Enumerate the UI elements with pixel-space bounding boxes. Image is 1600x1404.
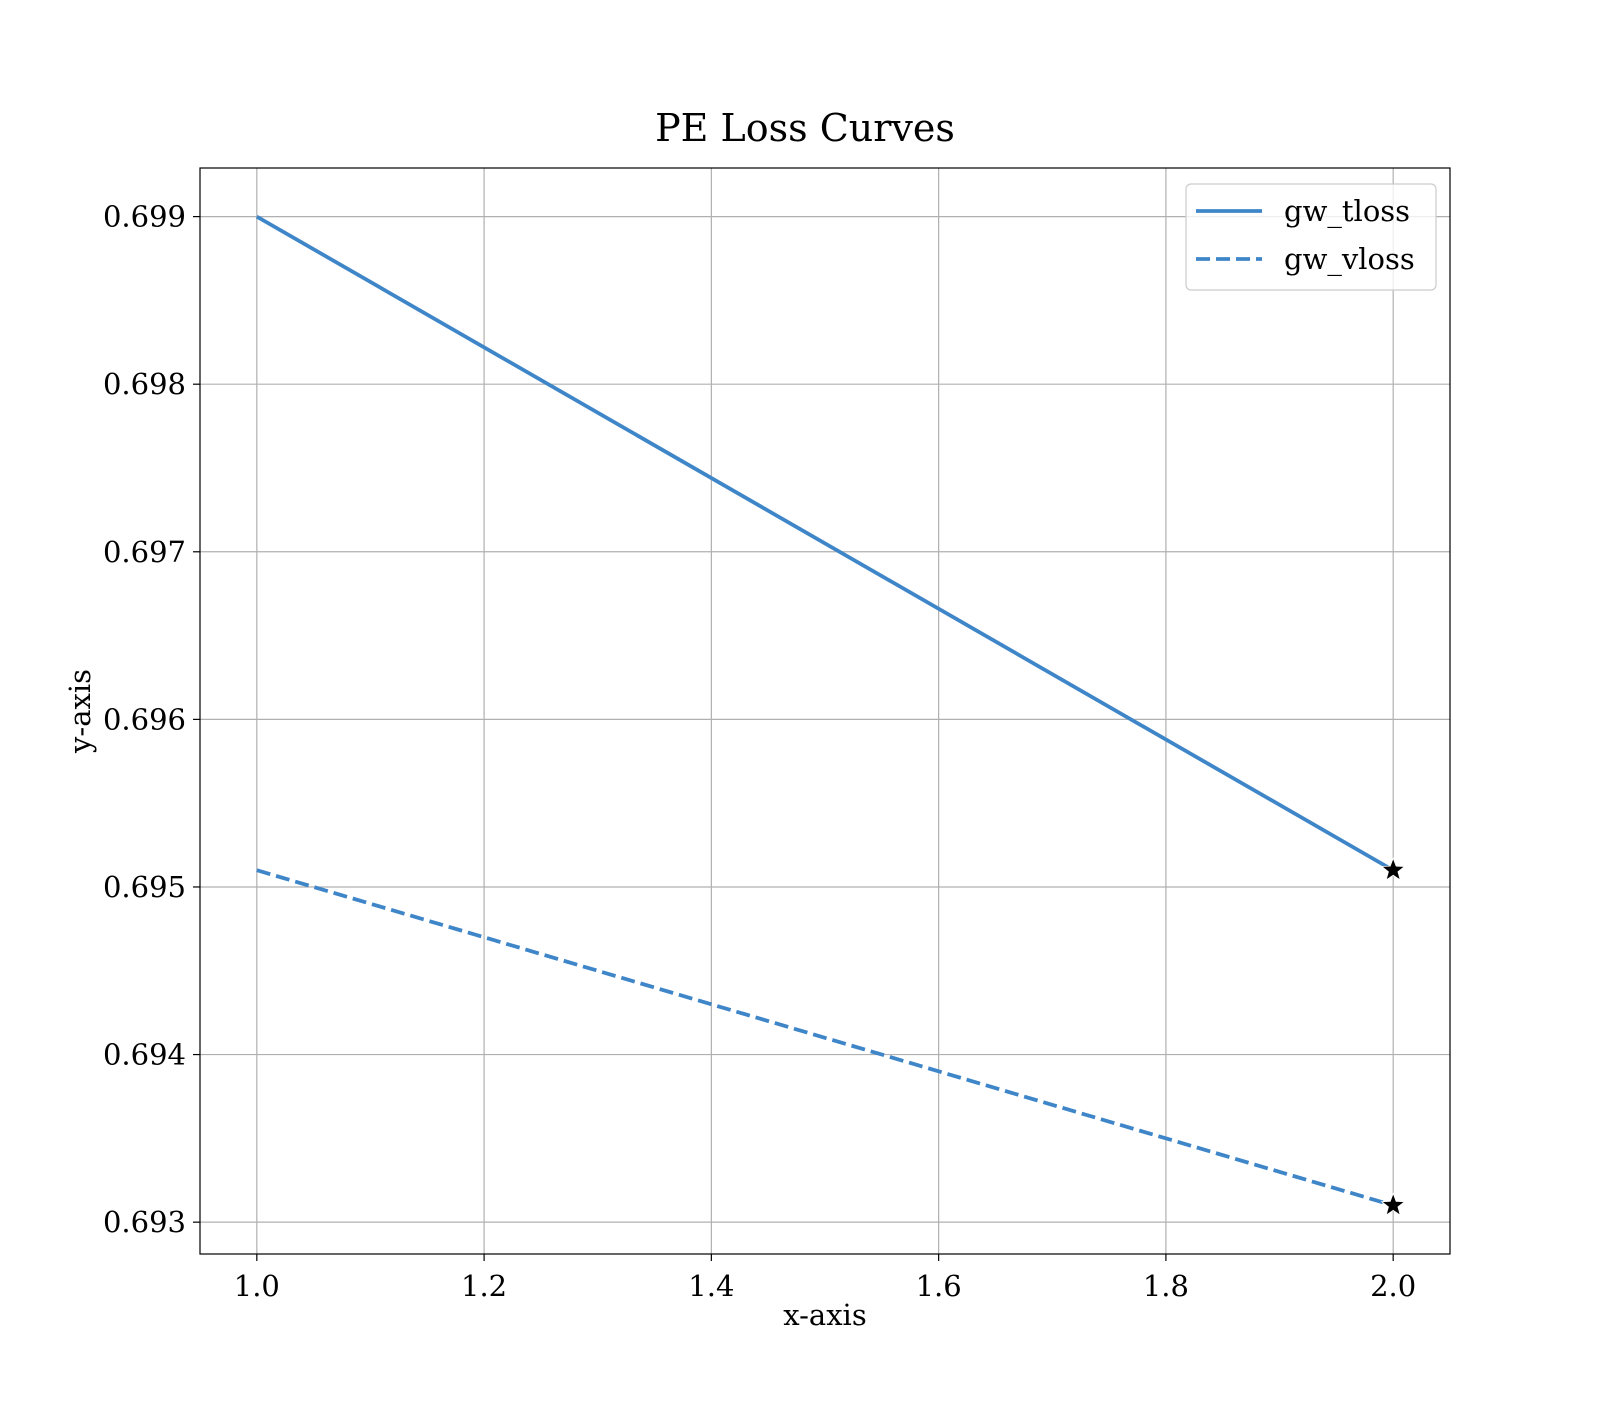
- y-axis-label: y-axis: [63, 669, 97, 754]
- series-line-gw_tloss: [255, 214, 1395, 872]
- axis-ticks: 1.0 1.2 1.4 1.6 1.8 2.0 0.693 0.694 0.695 0.696 0.…: [103, 200, 1416, 1303]
- y-tick-label: 0.694: [103, 1038, 186, 1072]
- legend: gw_tloss gw_vloss: [1185, 183, 1437, 291]
- star-marker: [1380, 1192, 1406, 1217]
- y-tick-label: 0.693: [103, 1205, 186, 1239]
- series-line-gw_vloss: [256, 868, 1394, 1208]
- x-tick-label: 1.8: [1143, 1269, 1189, 1303]
- y-tick-label: 0.696: [103, 702, 186, 736]
- legend-label: gw_tloss: [1284, 194, 1410, 229]
- grid-lines: [200, 168, 1450, 1254]
- x-tick-label: 1.2: [461, 1269, 507, 1303]
- x-tick-label: 1.0: [234, 1269, 280, 1303]
- x-axis-label: x-axis: [783, 1298, 866, 1332]
- end-markers: [1380, 857, 1406, 1217]
- legend-label: gw_vloss: [1284, 242, 1415, 277]
- y-tick-label: 0.699: [103, 200, 186, 234]
- star-marker: [1380, 857, 1406, 881]
- x-tick-label: 2.0: [1370, 1269, 1416, 1303]
- y-tick-label: 0.698: [103, 367, 186, 401]
- x-tick-label: 1.6: [916, 1269, 962, 1303]
- y-tick-label: 0.697: [103, 535, 186, 569]
- y-tick-label: 0.695: [103, 870, 186, 904]
- chart-title: PE Loss Curves: [655, 106, 955, 150]
- x-tick-label: 1.4: [688, 1269, 734, 1303]
- series-lines: [255, 214, 1395, 1208]
- plot-frame: [199, 167, 1451, 1255]
